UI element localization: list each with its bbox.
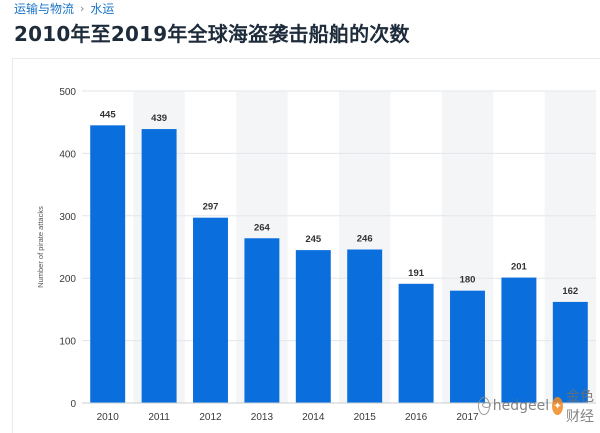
y-axis-label: Number of pirate attacks [36,206,45,288]
x-tick-label: 2012 [199,412,222,423]
bar [141,129,177,403]
breadcrumb-item-transport[interactable]: 运输与物流 [14,2,75,16]
y-tick-label: 100 [59,337,76,348]
data-label: 201 [511,262,528,273]
breadcrumb-separator: › [80,2,85,15]
bar [90,125,126,403]
bar [193,217,228,403]
y-tick-label: 500 [59,87,76,98]
data-label: 162 [562,286,578,297]
x-tick-label: 2015 [354,412,377,423]
bar-chart: 0 100 200 300 400 500 Number of pirate attacks… [36,87,596,423]
x-tick-label: 2011 [148,412,170,423]
data-label: 297 [203,202,219,213]
bar [501,277,537,403]
page-title: 2010年至2019年全球海盗袭击船舶的次数 [14,22,410,46]
bar [450,290,485,403]
bar [244,238,280,403]
y-tick-label: 400 [59,149,76,160]
data-label: 246 [357,233,373,244]
watermark-logo: ✦ [552,397,564,415]
x-tick-label: 2014 [302,412,325,423]
bar [398,283,434,403]
x-tick-label: 2010 [97,412,120,423]
x-tick-label: 2013 [251,412,274,423]
bar [552,301,588,403]
chat-bubble-icon [478,397,491,415]
bar [295,250,331,403]
watermark: hedgeel ✦ 金色财经 [478,386,600,426]
data-label: 245 [305,234,322,245]
x-tick-label: 2017 [456,412,479,423]
y-tick-label: 200 [59,274,76,285]
data-label: 180 [460,275,476,286]
breadcrumb-item-waterway[interactable]: 水运 [90,2,115,16]
data-label: 191 [408,268,425,279]
y-tick-label: 300 [59,212,76,223]
bar [347,249,383,403]
watermark-badge-text: 金色财经 [566,389,595,425]
y-tick-label: 0 [70,399,76,410]
data-label: 445 [100,109,117,120]
data-label: 439 [151,113,167,124]
data-label: 264 [254,222,271,233]
x-tick-label: 2016 [405,412,428,423]
breadcrumb: 运输与物流 › 水运 [14,0,114,17]
watermark-text: hedgeel [492,398,550,414]
chart-card: 0 100 200 300 400 500 Number of pirate attacks… [12,58,600,433]
